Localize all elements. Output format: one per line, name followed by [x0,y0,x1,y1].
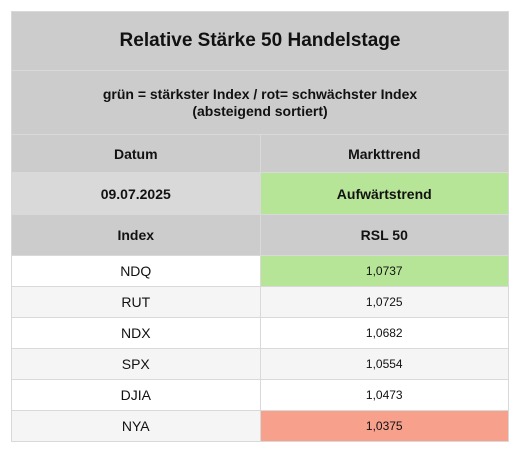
rsl-value: 1,0375 [259,410,509,442]
table-row: SPX 1,0554 [11,348,509,380]
rsl-value: 1,0737 [259,255,509,287]
index-name: RUT [11,286,261,318]
table-title: Relative Stärke 50 Handelstage [11,11,509,71]
index-name: NDQ [11,255,261,287]
legend-note: grün = stärkster Index / rot= schwächste… [11,70,509,135]
index-name: DJIA [11,379,261,411]
rsl-column-header: RSL 50 [259,214,509,256]
rsl-value: 1,0473 [259,379,509,411]
date-value: 09.07.2025 [11,172,261,215]
table-row: RUT 1,0725 [11,286,509,318]
index-column-header: Index [11,214,261,256]
title-row: Relative Stärke 50 Handelstage [11,11,509,71]
index-name: NYA [11,410,261,442]
subtitle-row: grün = stärkster Index / rot= schwächste… [11,70,509,135]
rsl-table: Relative Stärke 50 Handelstage grün = st… [11,11,509,442]
date-column-header: Datum [11,134,261,173]
table-row: NDX 1,0682 [11,317,509,349]
legend-note-line2: (absteigend sortiert) [192,102,328,119]
index-name: NDX [11,317,261,349]
legend-note-line1: grün = stärkster Index / rot= schwächste… [102,85,418,102]
trend-column-header: Markttrend [259,134,509,173]
rsl-value: 1,0554 [259,348,509,380]
index-header-row: Index RSL 50 [11,214,509,256]
rsl-value: 1,0725 [259,286,509,318]
market-trend-value: Aufwärtstrend [259,172,509,215]
table-row: DJIA 1,0473 [11,379,509,411]
date-row: 09.07.2025 Aufwärtstrend [11,172,509,215]
date-header-row: Datum Markttrend [11,134,509,173]
table-row: NYA 1,0375 [11,410,509,442]
table-row: NDQ 1,0737 [11,255,509,287]
rsl-value: 1,0682 [259,317,509,349]
index-name: SPX [11,348,261,380]
